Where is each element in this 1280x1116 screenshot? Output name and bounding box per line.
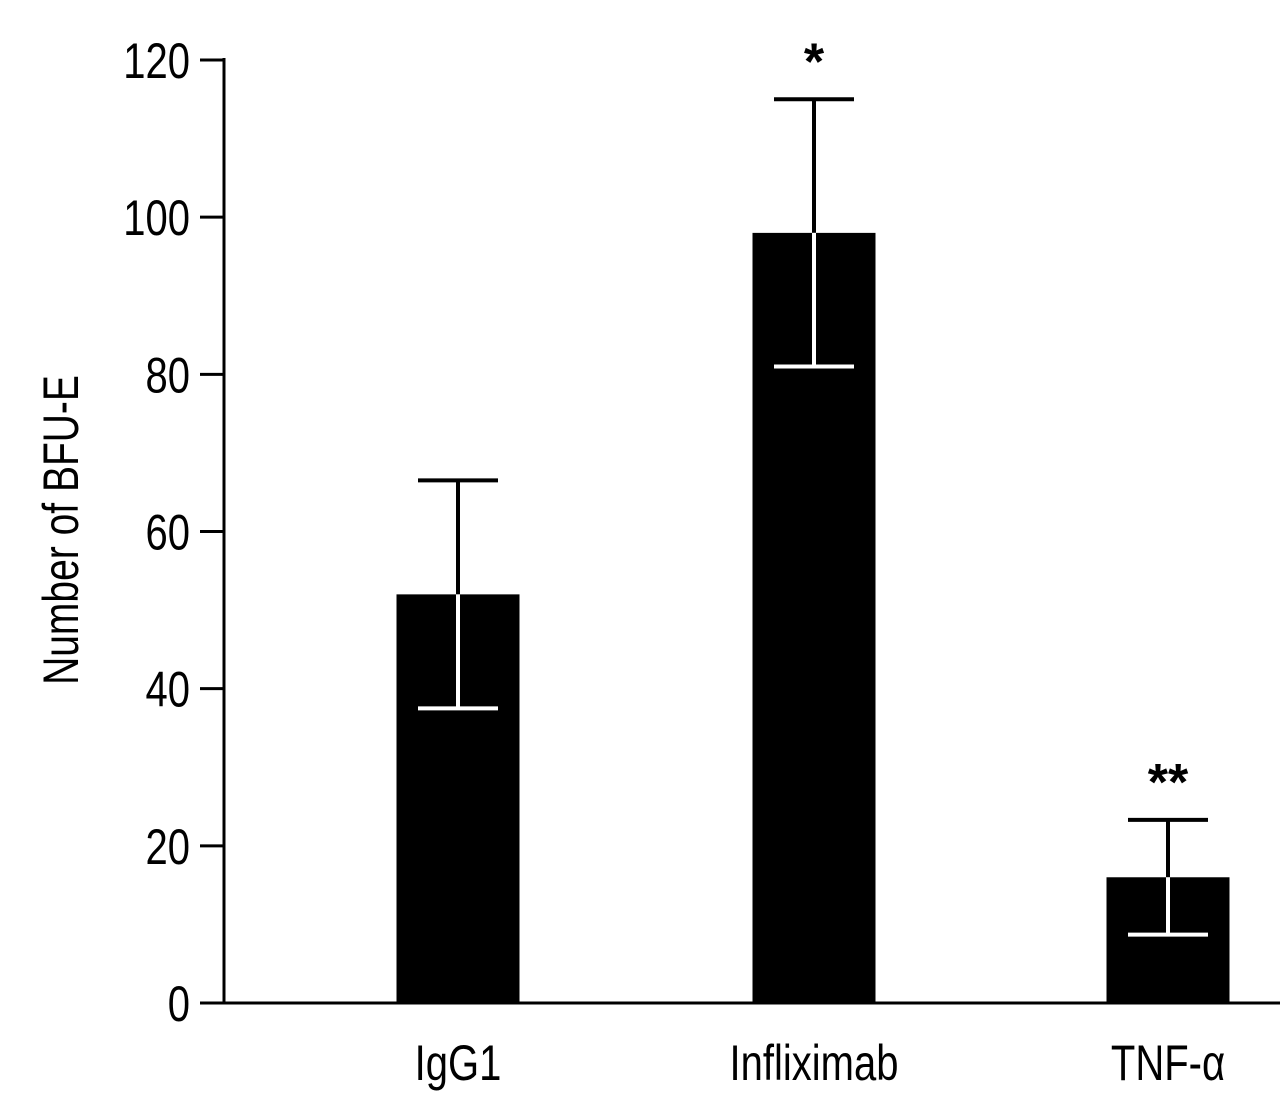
y-axis-label: Number of BFU-E — [32, 375, 89, 685]
y-tick-label: 60 — [146, 504, 190, 560]
y-tick-label: 80 — [146, 347, 190, 403]
x-tick-label: TNF-α — [1111, 1035, 1225, 1091]
significance-marker: ** — [1148, 754, 1189, 812]
y-tick-label: 120 — [123, 33, 190, 89]
x-tick-label: Infliximab — [730, 1035, 899, 1091]
significance-marker: * — [804, 33, 825, 91]
y-tick-label: 20 — [146, 819, 190, 875]
y-tick-label: 0 — [168, 976, 190, 1032]
y-tick-label: 100 — [123, 190, 190, 246]
bars: IgG1 Infliximab * TNF-α ** — [396, 33, 1230, 1091]
axes: 0 20 40 60 80 100 120 — [123, 33, 1280, 1032]
x-tick-label: IgG1 — [415, 1035, 502, 1091]
y-tick-label: 40 — [146, 661, 190, 717]
